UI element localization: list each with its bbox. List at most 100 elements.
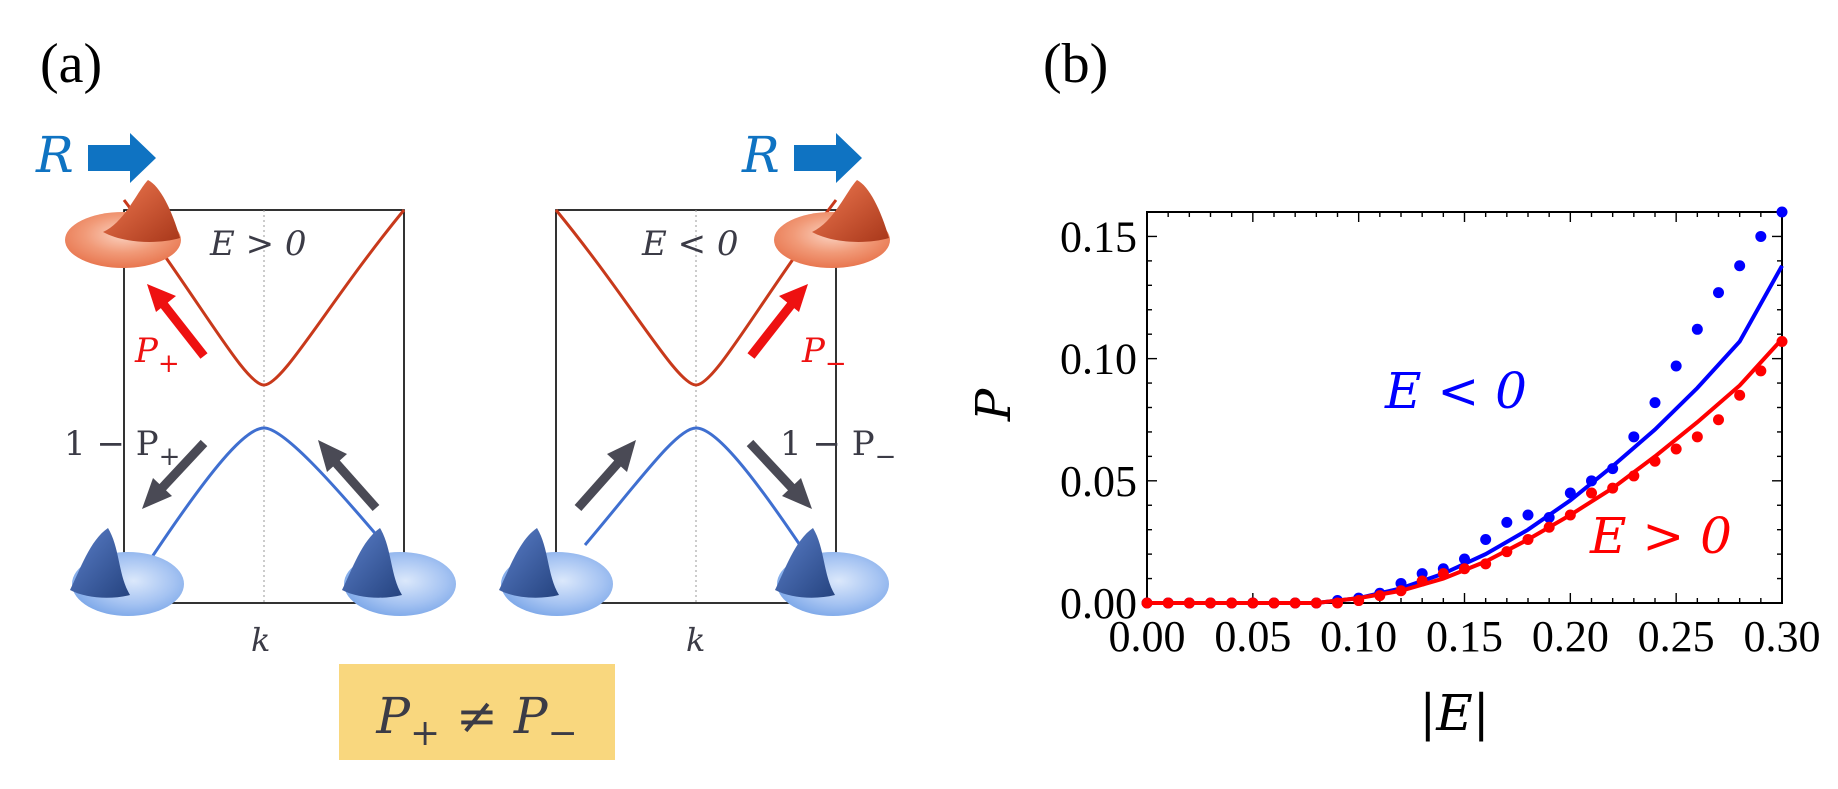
- left-lower-peak-right: [342, 528, 402, 598]
- left-red-arrow-icon: [147, 284, 176, 312]
- data-point-series-0: [1713, 287, 1724, 299]
- x-tick-label: 0.30: [1744, 612, 1821, 661]
- data-point-series-1: [1268, 597, 1280, 609]
- left-R-label: R: [35, 126, 74, 184]
- right-diagram: E < 0 k R P− 1 − P−: [499, 126, 896, 659]
- right-dark-arrow-down-icon: [782, 478, 812, 509]
- data-point-series-1: [1586, 487, 1597, 499]
- left-energy-label: E > 0: [209, 224, 307, 264]
- data-point-series-0: [1734, 260, 1746, 272]
- data-point-series-0: [1501, 516, 1513, 528]
- annotation-e-negative: E < 0: [1384, 362, 1527, 420]
- data-point-series-0: [1755, 230, 1767, 242]
- left-complement-label: 1 − P+: [64, 424, 180, 472]
- y-tick-label: 0.05: [1060, 457, 1137, 506]
- left-lower-band: [148, 426, 387, 561]
- right-lower-peak-right: [775, 528, 835, 598]
- data-point-series-0: [1670, 360, 1682, 372]
- data-point-series-1: [1691, 431, 1703, 443]
- left-lower-peak-left: [70, 528, 130, 598]
- right-upper-peak: [812, 180, 889, 242]
- right-R-arrow-icon: [794, 133, 862, 183]
- data-point-series-1: [1226, 597, 1238, 609]
- data-point-series-0: [1480, 533, 1492, 545]
- right-lower-peak-left: [499, 528, 559, 598]
- data-point-series-1: [1310, 597, 1322, 609]
- left-k-label: k: [251, 621, 270, 659]
- data-point-series-1: [1205, 597, 1216, 609]
- left-upper-peak: [103, 180, 180, 242]
- left-dark-arrow-up-shaft: [332, 460, 380, 511]
- data-point-series-1: [1649, 455, 1661, 467]
- left-diagram: E > 0 k R P+ 1 − P+: [35, 126, 456, 659]
- right-k-label: k: [686, 621, 705, 659]
- right-dark-arrow-up-shaft: [574, 460, 622, 511]
- data-point-series-1: [1353, 595, 1365, 607]
- x-tick-label: 0.05: [1214, 612, 1291, 661]
- annotation-e-positive: E > 0: [1589, 507, 1732, 565]
- right-complement-label: 1 − P−: [780, 424, 896, 472]
- right-R-label: R: [741, 126, 780, 184]
- data-point-series-0: [1776, 206, 1788, 218]
- data-point-series-0: [1649, 397, 1661, 409]
- left-dark-arrow-up-icon: [318, 440, 347, 472]
- data-point-series-1: [1776, 336, 1788, 348]
- left-R-arrow-icon: [88, 133, 156, 183]
- x-tick-label: 0.00: [1109, 612, 1186, 661]
- data-point-series-1: [1416, 575, 1428, 587]
- data-point-series-1: [1607, 482, 1619, 494]
- data-point-series-0: [1522, 509, 1534, 521]
- data-point-series-1: [1183, 597, 1195, 609]
- x-tick-label: 0.15: [1426, 612, 1503, 661]
- left-dark-arrow-down-shaft: [158, 439, 208, 492]
- data-point-series-1: [1564, 509, 1576, 521]
- data-point-series-1: [1543, 521, 1555, 533]
- data-point-series-1: [1501, 546, 1513, 558]
- left-dark-arrow-down-icon: [142, 478, 172, 509]
- data-point-series-1: [1670, 443, 1682, 455]
- data-point-series-0: [1607, 463, 1619, 475]
- data-point-series-1: [1459, 563, 1470, 575]
- data-point-series-0: [1459, 553, 1470, 565]
- data-point-series-1: [1628, 470, 1640, 482]
- data-point-series-1: [1374, 590, 1386, 602]
- x-tick-label: 0.10: [1320, 612, 1397, 661]
- data-point-series-1: [1247, 597, 1259, 609]
- data-point-series-1: [1713, 414, 1724, 426]
- right-lower-band: [583, 426, 812, 561]
- x-tick-label: 0.25: [1638, 612, 1715, 661]
- data-point-series-1: [1755, 365, 1767, 377]
- inequality-text: P+ ≠ P−: [375, 687, 577, 754]
- data-point-series-0: [1543, 511, 1555, 523]
- data-point-series-0: [1586, 475, 1597, 487]
- data-point-series-1: [1734, 389, 1746, 401]
- y-tick-label: 0.10: [1060, 335, 1137, 384]
- left-upper-band: [122, 199, 406, 387]
- right-red-arrow-shaft: [747, 302, 795, 359]
- left-red-arrow-shaft: [160, 302, 208, 359]
- x-tick-label: 0.20: [1532, 612, 1609, 661]
- right-upper-band: [554, 199, 838, 387]
- data-point-series-1: [1332, 597, 1343, 609]
- panel-b-label: (b): [1043, 33, 1108, 95]
- panel-a-label: (a): [40, 33, 102, 95]
- data-point-series-1: [1480, 558, 1492, 570]
- data-point-series-0: [1691, 323, 1703, 335]
- data-point-series-1: [1395, 585, 1407, 597]
- data-point-series-1: [1289, 597, 1301, 609]
- left-P-label: P+: [134, 331, 180, 379]
- right-P-label: P−: [801, 331, 847, 379]
- y-tick-label: 0.15: [1060, 212, 1137, 261]
- right-dark-arrow-down-shaft: [746, 439, 796, 492]
- x-axis-label: |E|: [1419, 684, 1489, 742]
- data-point-series-1: [1437, 568, 1449, 580]
- data-point-series-1: [1162, 597, 1174, 609]
- right-red-arrow-icon: [779, 284, 808, 312]
- chart: 0.00 0.05 0.10 0.15 0.20 0.25 0.30 0.00 0.05 0.10…: [966, 206, 1821, 742]
- data-point-series-1: [1522, 533, 1534, 545]
- data-point-series-1: [1141, 597, 1153, 609]
- right-energy-label: E < 0: [641, 224, 739, 264]
- y-axis-label: P: [966, 388, 1022, 422]
- inequality-box: [339, 664, 615, 760]
